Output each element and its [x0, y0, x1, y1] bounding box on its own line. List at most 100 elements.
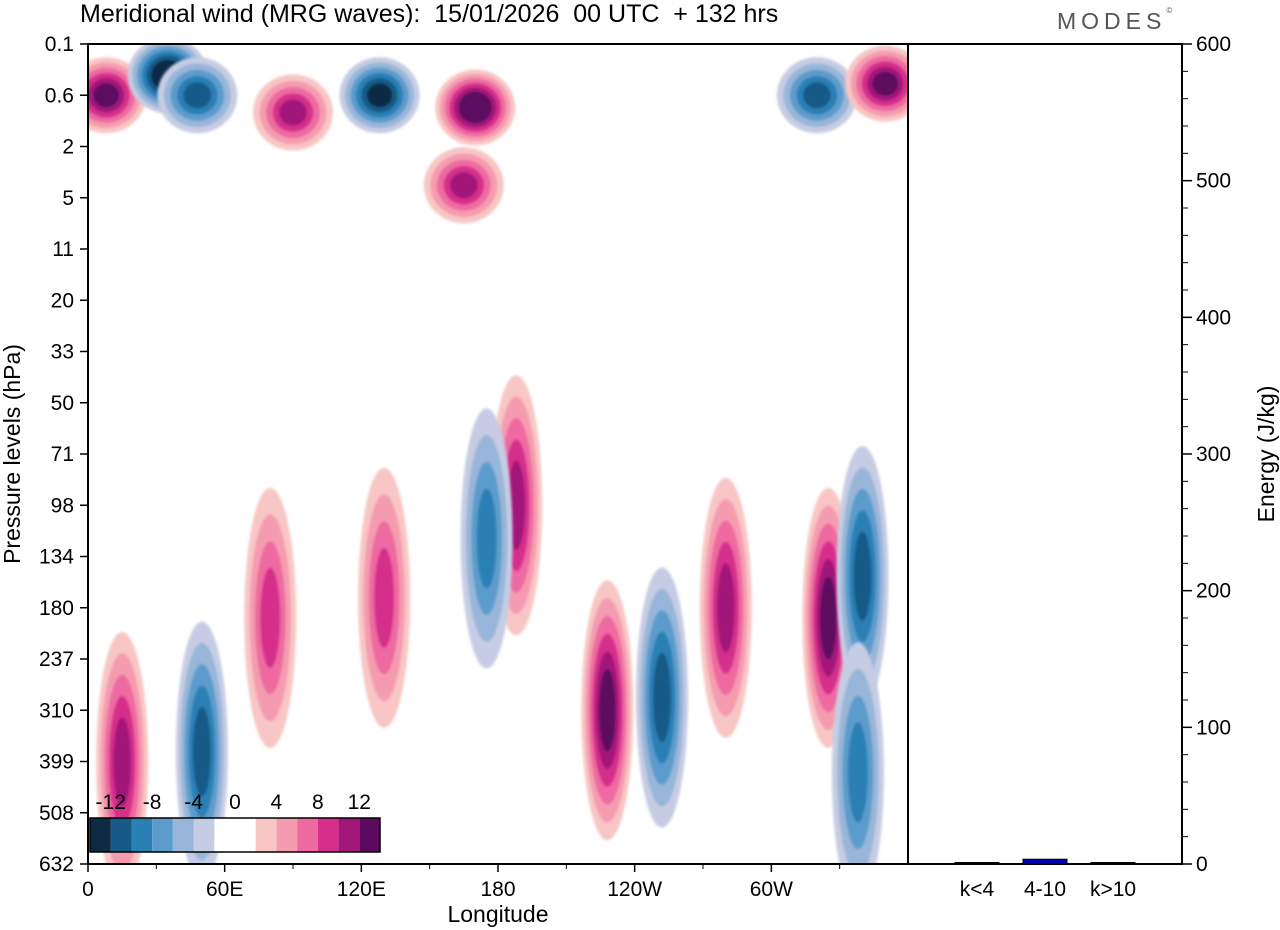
colorbar-label: 4 — [271, 791, 283, 814]
heatmap-contour — [260, 567, 281, 668]
y-tick-label: 0.6 — [45, 84, 74, 107]
heatmap-contour — [366, 83, 393, 108]
y-tick-label: 237 — [39, 648, 74, 671]
energy-category-label: k>10 — [1090, 878, 1136, 901]
colorbar-swatch — [214, 818, 235, 852]
energy-category-label: 4-10 — [1024, 878, 1066, 901]
chart-title: Meridional wind (MRG waves): 15/01/2026 … — [80, 0, 779, 28]
heatmap-contour — [374, 547, 395, 648]
heatmap-feature — [636, 567, 688, 828]
colorbar-label: -4 — [184, 791, 203, 814]
energy-bar — [1090, 862, 1136, 865]
energy-y-tick-label: 0 — [1196, 853, 1208, 876]
modes-logo: MODES© — [1057, 6, 1173, 35]
heatmap-plot — [87, 43, 909, 865]
heatmap-y-axis: 0.1 0.6 2 5 11 20 33 50 71 98 134 180 237 310 399 508 63… — [39, 33, 88, 876]
colorbar-swatch — [276, 818, 298, 852]
energy-y-tick-label: 300 — [1196, 443, 1231, 466]
energy-bar — [954, 862, 1000, 865]
x-tick-label: 60E — [206, 878, 243, 901]
heatmap-contour — [183, 82, 212, 109]
y-tick-label: 0.1 — [45, 33, 74, 56]
y-tick-label: 632 — [39, 853, 74, 876]
x-axis-label: Longitude — [447, 901, 548, 927]
colorbar: -12 -8 -4 0 4 8 12 — [89, 791, 381, 853]
heatmap-feature — [581, 580, 634, 841]
y-tick-label: 399 — [39, 751, 74, 774]
heatmap-feature — [423, 147, 504, 224]
colorbar-swatch — [359, 818, 380, 852]
energy-y-tick-label: 400 — [1196, 306, 1231, 329]
heatmap-feature — [460, 408, 513, 669]
colorbar-frame — [89, 817, 381, 853]
heatmap-contour — [476, 488, 497, 589]
heatmap-feature — [845, 45, 908, 122]
heatmap-contour — [872, 71, 898, 96]
y-tick-label: 98 — [51, 494, 74, 517]
y-tick-label: 2 — [62, 136, 74, 159]
energy-y-tick-label: 100 — [1196, 716, 1231, 739]
heatmap-contour — [653, 652, 671, 743]
heatmap-contour — [803, 82, 831, 109]
colorbar-swatch — [110, 818, 132, 852]
heatmap-contour — [93, 83, 119, 108]
heatmap-contour — [279, 99, 307, 126]
energy-x-axis: k<4 4-10 k>10 — [960, 878, 1136, 901]
heatmap-feature — [253, 74, 333, 151]
heatmap-contour — [113, 717, 132, 807]
y-tick-label: 180 — [39, 597, 74, 620]
colorbar-swatch — [338, 818, 360, 852]
heatmap-feature — [244, 487, 297, 748]
logo-text: MODES — [1057, 8, 1167, 34]
heatmap-contour — [820, 576, 837, 660]
x-tick-label: 120E — [337, 878, 386, 901]
heatmap-feature — [88, 57, 147, 134]
colorbar-label: -8 — [143, 791, 162, 814]
y-tick-label: 508 — [39, 802, 74, 825]
energy-y-tick-label: 500 — [1196, 170, 1231, 193]
x-tick-label: 0 — [82, 878, 94, 901]
y-tick-label: 310 — [39, 699, 74, 722]
colorbar-label: -12 — [96, 791, 126, 814]
energy-y-axis: 0 100 200 300 400 500 600 — [1182, 33, 1231, 876]
y-tick-label: 5 — [62, 187, 74, 210]
colorbar-label: 12 — [348, 791, 371, 814]
colorbar-swatch — [193, 818, 215, 852]
heatmap-contour — [450, 172, 478, 199]
energy-frame — [907, 43, 1183, 865]
heatmap-field — [88, 44, 908, 864]
colorbar-swatch — [90, 818, 111, 852]
y-tick-label: 71 — [51, 443, 74, 466]
heatmap-feature — [831, 642, 884, 864]
y-tick-label: 11 — [52, 238, 74, 261]
colorbar-swatch — [131, 818, 153, 852]
heatmap-feature — [358, 467, 411, 728]
logo-mark: © — [1166, 6, 1173, 15]
x-tick-label: 180 — [480, 878, 515, 901]
heatmap-feature — [435, 69, 516, 146]
colorbar-label: 0 — [229, 791, 241, 814]
energy-y-tick-label: 200 — [1196, 580, 1231, 603]
y-tick-label: 50 — [51, 392, 74, 415]
heatmap-x-axis: 0 60E 120E 180 120W 60W — [82, 864, 841, 901]
colorbar-swatch — [297, 818, 318, 852]
energy-axis-label: Energy (J/kg) — [1253, 386, 1279, 523]
x-tick-label: 60W — [750, 878, 793, 901]
colorbar-label: 8 — [312, 791, 324, 814]
energy-bar — [1022, 858, 1068, 865]
heatmap-feature — [836, 446, 889, 707]
colorbar-swatch — [255, 818, 277, 852]
y-tick-label: 33 — [51, 341, 74, 364]
energy-category-label: k<4 — [960, 878, 995, 901]
heatmap-contour — [463, 96, 488, 119]
heatmap-feature — [699, 477, 752, 738]
heatmap-feature — [339, 57, 420, 134]
heatmap-feature — [157, 57, 238, 134]
y-tick-label: 20 — [51, 289, 74, 312]
heatmap-contour — [599, 669, 616, 752]
heatmap-feature — [776, 57, 857, 134]
x-tick-label: 120W — [607, 878, 662, 901]
heatmap-contour — [192, 706, 211, 797]
heatmap-feature — [175, 621, 228, 864]
